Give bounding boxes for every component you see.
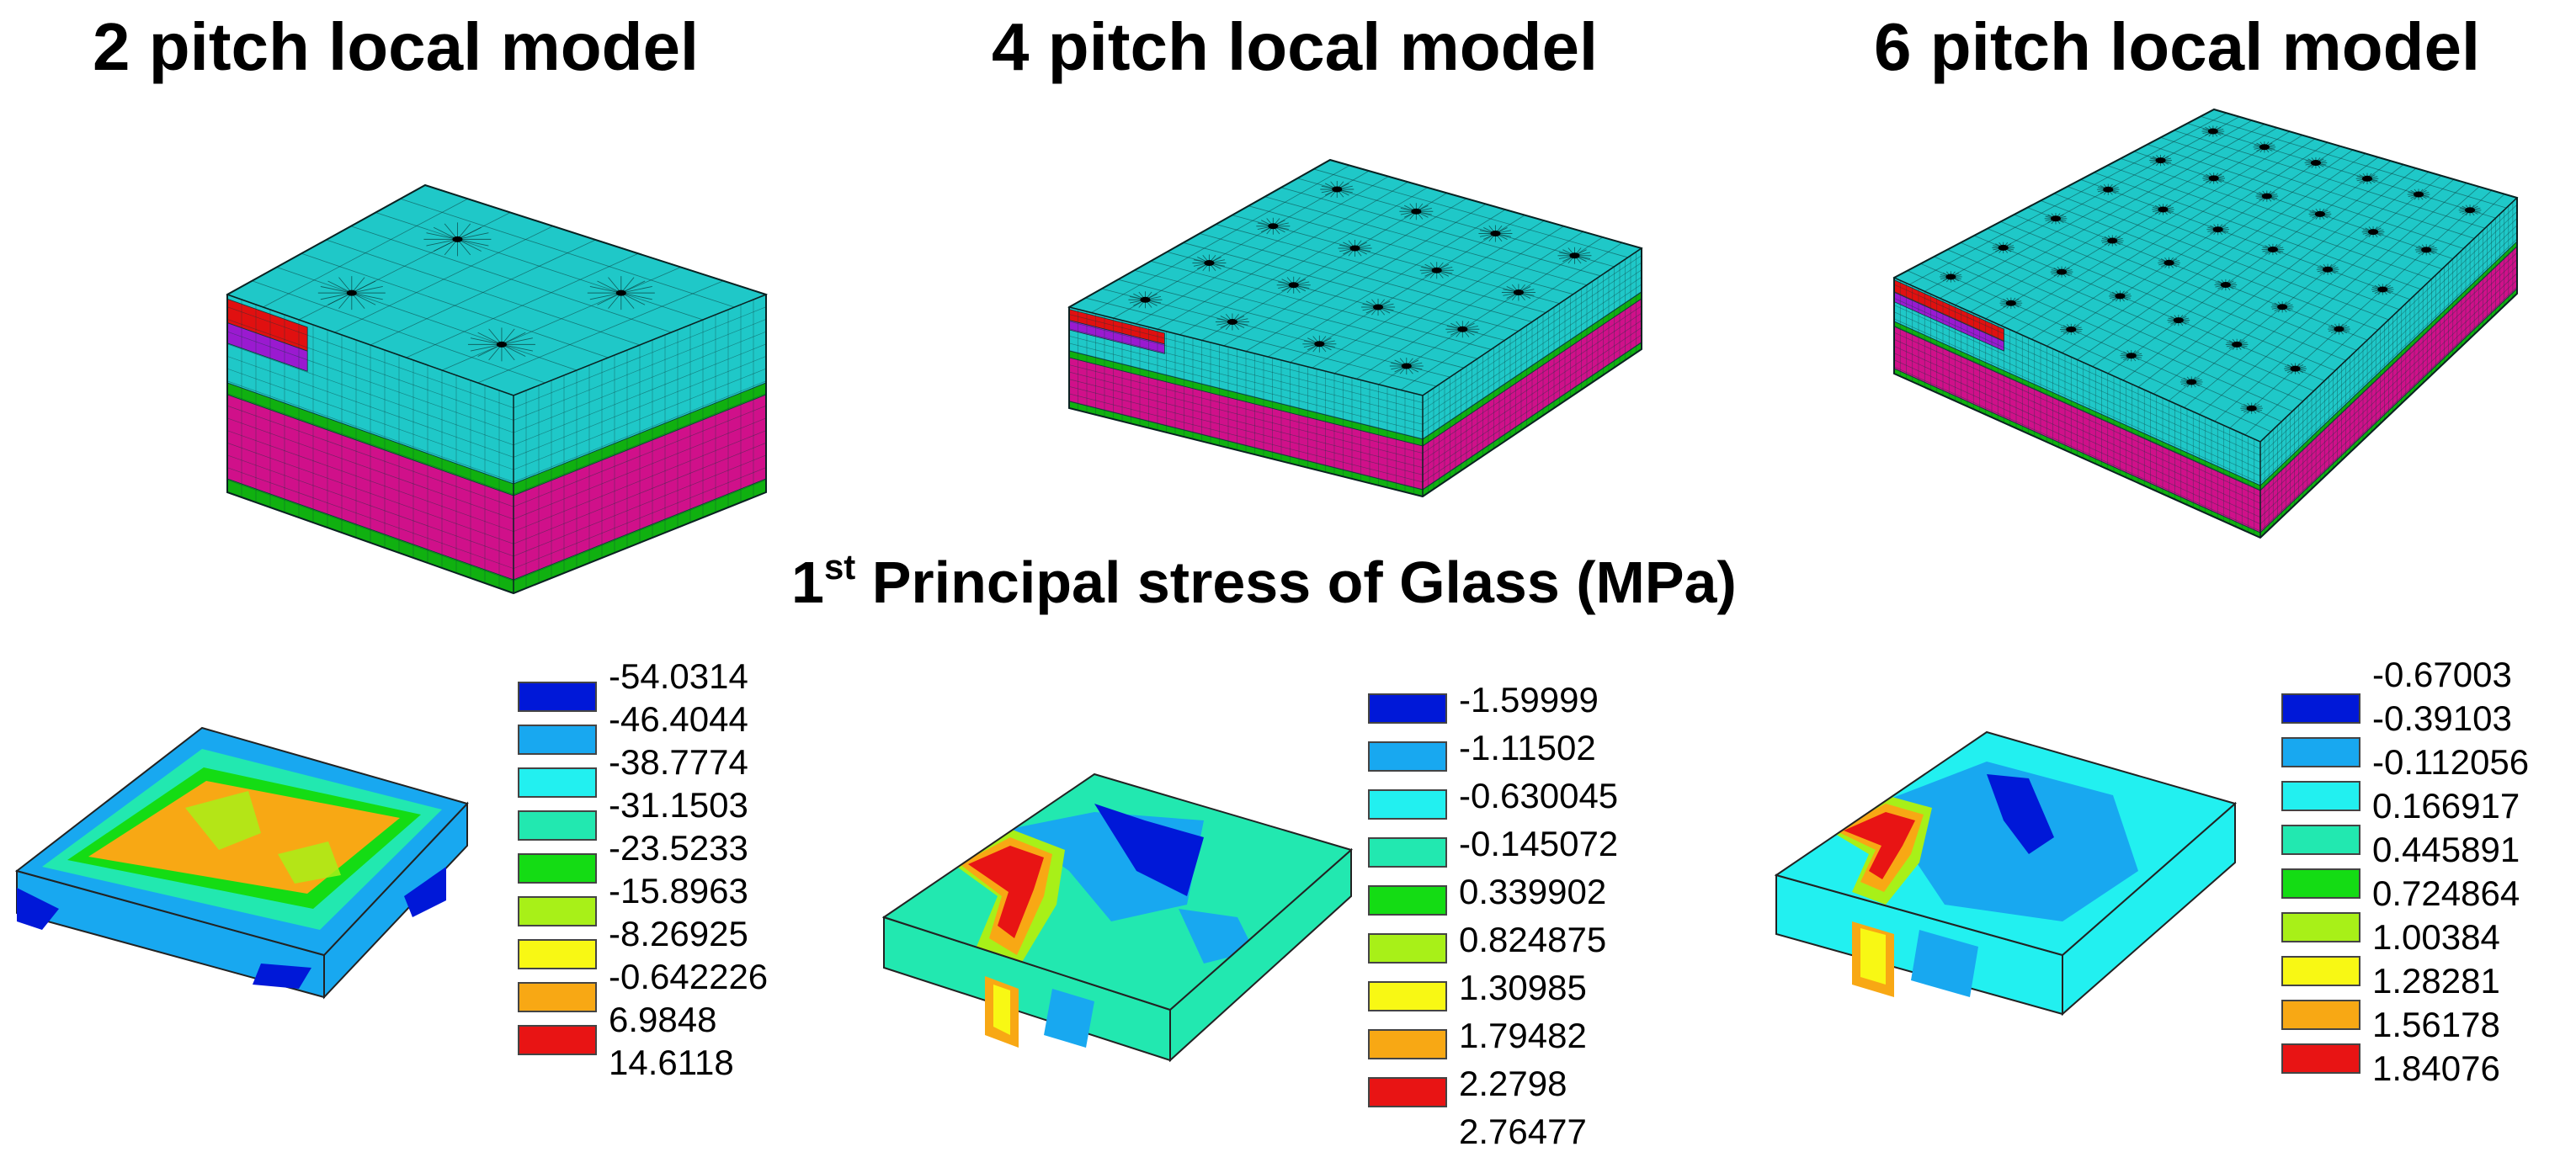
legend-swatch — [518, 896, 597, 926]
legend-swatch — [1368, 1029, 1447, 1059]
mesh-model-4-pitch — [1067, 158, 1643, 498]
legend-value: -0.67003 — [2372, 655, 2512, 694]
legend-value: -23.5233 — [609, 828, 748, 868]
legend-swatch — [1368, 789, 1447, 820]
legend-swatch — [518, 853, 597, 884]
legend-value: 14.6118 — [609, 1043, 734, 1082]
legend-swatch — [2281, 868, 2360, 899]
stress-title-prefix: 1 — [791, 549, 824, 615]
legend-value: 0.339902 — [1459, 872, 1607, 911]
stress-title-rest: Principal stress of Glass (MPa) — [855, 549, 1737, 615]
legend-swatch — [2281, 781, 2360, 811]
legend-swatch — [2281, 1043, 2360, 1074]
mesh-model-6-pitch — [1892, 108, 2519, 539]
mesh-model-2-pitch — [226, 183, 769, 595]
stress-plot-title: 1st Principal stress of Glass (MPa) — [791, 547, 1737, 618]
legend-value: 2.76477 — [1459, 1112, 1587, 1151]
legend-value: -0.642226 — [609, 957, 769, 996]
legend-swatch — [518, 982, 597, 1012]
legend-swatch — [518, 810, 597, 841]
legend-4-pitch: -1.59999 -1.11502 -0.630045 -0.145072 0.3399… — [1368, 680, 1671, 1151]
legend-value: 0.445891 — [2372, 830, 2520, 869]
legend-value: -0.145072 — [1459, 824, 1619, 863]
legend-value: 1.56178 — [2372, 1005, 2500, 1044]
stress-contour-2-pitch — [14, 726, 469, 1000]
legend-value: -38.7774 — [609, 742, 748, 782]
legend-swatch — [1368, 741, 1447, 772]
legend-swatch — [2281, 693, 2360, 724]
title-4-pitch-model: 4 pitch local model — [992, 9, 1599, 84]
legend-value: -8.26925 — [609, 914, 748, 953]
stress-title-superscript: st — [823, 547, 856, 587]
legend-value: 1.00384 — [2372, 917, 2500, 957]
legend-value: -54.0314 — [609, 656, 748, 696]
legend-swatch — [2281, 1000, 2360, 1030]
legend-value: 1.28281 — [2372, 961, 2500, 1001]
legend-swatch — [518, 682, 597, 712]
legend-value: 2.2798 — [1459, 1064, 1567, 1103]
legend-2-pitch: -54.0314 -46.4044 -38.7774 -31.1503 -23.5233… — [518, 656, 821, 1094]
legend-swatch — [518, 725, 597, 755]
legend-swatch — [2281, 912, 2360, 942]
legend-value: -1.59999 — [1459, 680, 1599, 719]
legend-value: -46.4044 — [609, 699, 748, 739]
legend-swatch — [518, 939, 597, 969]
stress-contour-4-pitch — [881, 772, 1354, 1063]
legend-value: -31.1503 — [609, 785, 748, 825]
legend-value: 1.30985 — [1459, 968, 1587, 1007]
title-2-pitch-model: 2 pitch local model — [93, 9, 700, 84]
legend-value: 6.9848 — [609, 1000, 717, 1039]
legend-swatch — [1368, 933, 1447, 964]
legend-swatch — [1368, 837, 1447, 868]
legend-value: -0.39103 — [2372, 698, 2512, 738]
legend-swatch — [518, 1025, 597, 1055]
legend-value: -15.8963 — [609, 871, 748, 910]
legend-value: -1.11502 — [1459, 728, 1596, 767]
legend-swatch — [1368, 981, 1447, 1011]
legend-value: -0.112056 — [2372, 742, 2530, 782]
legend-swatch — [1368, 1077, 1447, 1107]
title-6-pitch-model: 6 pitch local model — [1874, 9, 2481, 84]
legend-6-pitch: -0.67003 -0.39103 -0.112056 0.166917 0.44589… — [2281, 655, 2576, 1092]
legend-value: 0.724864 — [2372, 873, 2520, 913]
legend-swatch — [1368, 693, 1447, 724]
legend-value: 1.84076 — [2372, 1048, 2500, 1088]
legend-swatch — [1368, 885, 1447, 916]
legend-swatch — [2281, 956, 2360, 986]
stress-contour-6-pitch — [1774, 730, 2238, 1017]
legend-value: 0.824875 — [1459, 920, 1607, 959]
legend-value: 1.79482 — [1459, 1016, 1587, 1055]
legend-swatch — [518, 767, 597, 798]
legend-value: 0.166917 — [2372, 786, 2520, 826]
legend-value: -0.630045 — [1459, 776, 1619, 815]
legend-swatch — [2281, 825, 2360, 855]
legend-swatch — [2281, 737, 2360, 767]
